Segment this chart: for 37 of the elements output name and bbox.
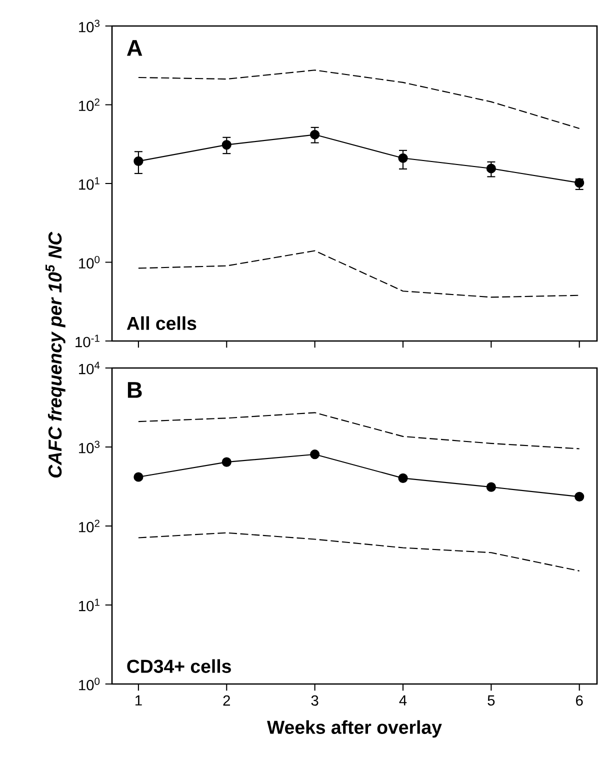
line-series bbox=[138, 250, 580, 298]
x-tick-label: 5 bbox=[488, 695, 495, 706]
annotation: B bbox=[128, 382, 142, 398]
point bbox=[486, 164, 496, 174]
point bbox=[222, 140, 232, 150]
point bbox=[134, 472, 144, 482]
y-tick-label: 10$^{1}$ bbox=[79, 598, 100, 612]
annotation: All cells bbox=[126, 316, 196, 330]
y-tick-label: 10$^{0}$ bbox=[79, 678, 100, 690]
point bbox=[222, 457, 232, 467]
point bbox=[398, 473, 408, 483]
annotation: A bbox=[126, 40, 142, 56]
x-tick-label: 4 bbox=[399, 695, 407, 706]
y-tick-label: 10$^{1}$ bbox=[79, 177, 100, 190]
x-axis-title: Weeks after overlay bbox=[267, 720, 442, 738]
point bbox=[486, 482, 496, 492]
y-tick-label: 10$^{3}$ bbox=[79, 440, 100, 454]
x-tick-label: 6 bbox=[576, 695, 583, 706]
y-tick-label: 10$^{3}$ bbox=[79, 20, 100, 32]
y-axis-title: CAFC frequency per 10$^{5}$ NC bbox=[46, 232, 66, 478]
point bbox=[574, 492, 584, 502]
point bbox=[134, 156, 144, 166]
y-tick-label: 10$^{2}$ bbox=[79, 98, 100, 112]
y-tick-label: 10$^{2}$ bbox=[79, 520, 100, 532]
point bbox=[398, 153, 408, 163]
y-tick-label: 10$^{4}$ bbox=[79, 362, 100, 374]
annotation: CD34+ cells bbox=[127, 659, 231, 673]
point bbox=[310, 130, 320, 140]
line-series bbox=[138, 412, 580, 450]
x-tick-label: 3 bbox=[311, 695, 318, 706]
line-series bbox=[138, 532, 580, 572]
point bbox=[310, 450, 320, 460]
y-tick-label: 10$^{0}$ bbox=[79, 256, 100, 269]
line-series bbox=[138, 70, 580, 129]
x-tick-label: 1 bbox=[135, 695, 142, 706]
x-tick-label: 2 bbox=[223, 695, 230, 706]
y-tick-label: 10$^{-1}$ bbox=[76, 334, 100, 348]
